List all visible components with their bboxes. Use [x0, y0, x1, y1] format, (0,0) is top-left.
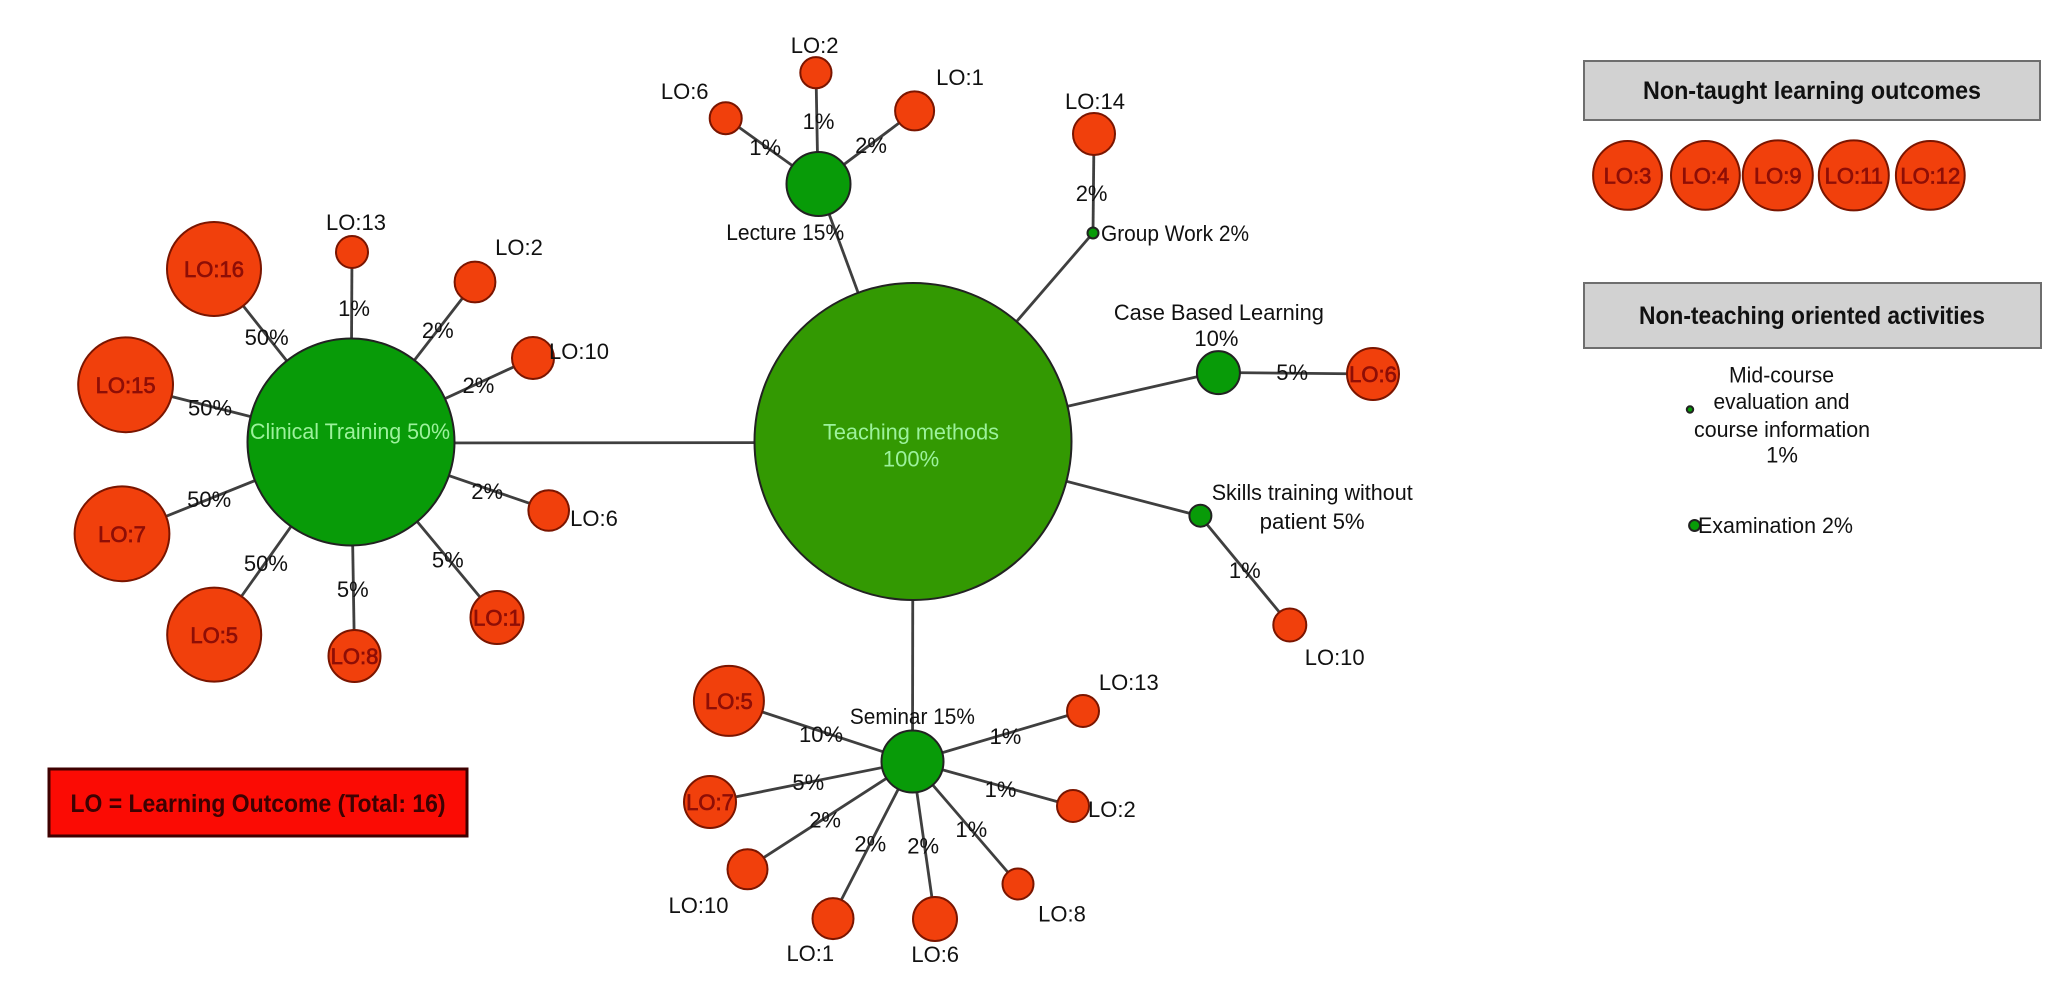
svg-text:1%: 1%: [955, 817, 987, 842]
svg-text:LO:1: LO:1: [473, 606, 521, 631]
svg-text:LO:10: LO:10: [549, 339, 609, 364]
svg-text:Skills training without: Skills training without: [1212, 480, 1413, 505]
svg-text:2%: 2%: [854, 832, 886, 857]
svg-text:LO = Learning Outcome (Total:: LO = Learning Outcome (Total: 16): [71, 790, 446, 818]
svg-text:1%: 1%: [990, 724, 1022, 749]
svg-text:50%: 50%: [188, 396, 232, 421]
svg-text:LO:6: LO:6: [570, 506, 618, 531]
svg-text:LO:8: LO:8: [331, 644, 379, 669]
svg-text:1%: 1%: [1766, 443, 1798, 468]
svg-text:Group Work 2%: Group Work 2%: [1101, 221, 1249, 246]
svg-text:Non-teaching oriented activiti: Non-teaching oriented activities: [1639, 302, 1985, 330]
svg-text:LO:7: LO:7: [686, 790, 734, 815]
svg-text:LO:13: LO:13: [1099, 670, 1159, 695]
svg-text:LO:8: LO:8: [1038, 902, 1086, 927]
svg-text:LO:12: LO:12: [1900, 163, 1960, 188]
svg-text:LO:16: LO:16: [184, 257, 244, 282]
svg-text:2%: 2%: [1076, 181, 1108, 206]
svg-text:5%: 5%: [432, 548, 464, 573]
svg-text:patient 5%: patient 5%: [1260, 509, 1365, 534]
svg-text:LO:10: LO:10: [669, 893, 729, 918]
svg-text:1%: 1%: [1229, 558, 1261, 583]
svg-text:1%: 1%: [985, 777, 1017, 802]
svg-text:Seminar 15%: Seminar 15%: [850, 704, 975, 729]
svg-text:LO:2: LO:2: [495, 235, 543, 260]
svg-text:LO:6: LO:6: [661, 79, 709, 104]
svg-text:50%: 50%: [245, 325, 289, 350]
svg-text:50%: 50%: [187, 487, 231, 512]
svg-text:10%: 10%: [1194, 326, 1238, 351]
svg-text:Clinical Training 50%: Clinical Training 50%: [250, 419, 450, 444]
svg-text:2%: 2%: [907, 834, 939, 859]
svg-text:LO:1: LO:1: [936, 65, 984, 90]
svg-text:LO:14: LO:14: [1065, 89, 1125, 114]
svg-text:LO:5: LO:5: [190, 623, 238, 648]
svg-text:LO:2: LO:2: [791, 33, 839, 58]
svg-text:LO:6: LO:6: [1349, 362, 1397, 387]
svg-text:LO:2: LO:2: [1088, 797, 1136, 822]
svg-text:1%: 1%: [803, 109, 835, 134]
svg-text:100%: 100%: [883, 446, 939, 471]
svg-text:2%: 2%: [463, 373, 495, 398]
svg-text:5%: 5%: [1276, 360, 1308, 385]
svg-text:2%: 2%: [471, 479, 503, 504]
svg-text:LO:4: LO:4: [1682, 163, 1730, 188]
svg-text:LO:3: LO:3: [1604, 163, 1652, 188]
svg-text:Case Based Learning: Case Based Learning: [1114, 300, 1324, 325]
svg-text:LO:1: LO:1: [786, 941, 834, 966]
svg-text:LO:6: LO:6: [911, 942, 959, 967]
svg-text:Mid-course: Mid-course: [1729, 362, 1834, 387]
svg-text:LO:15: LO:15: [96, 373, 156, 398]
svg-text:Lecture 15%: Lecture 15%: [726, 220, 844, 245]
svg-text:course information: course information: [1694, 417, 1870, 442]
svg-text:2%: 2%: [809, 808, 841, 833]
svg-text:Non-taught learning outcomes: Non-taught learning outcomes: [1643, 77, 1981, 105]
svg-text:2%: 2%: [422, 318, 454, 343]
svg-text:Teaching methods: Teaching methods: [823, 420, 999, 445]
svg-text:5%: 5%: [792, 770, 824, 795]
svg-text:evaluation and: evaluation and: [1714, 389, 1850, 414]
svg-text:LO:11: LO:11: [1825, 163, 1883, 188]
svg-text:1%: 1%: [338, 296, 370, 321]
svg-text:1%: 1%: [749, 135, 781, 160]
svg-text:2%: 2%: [855, 133, 887, 158]
svg-text:LO:5: LO:5: [705, 689, 753, 714]
svg-text:LO:7: LO:7: [98, 522, 146, 547]
svg-text:10%: 10%: [799, 722, 843, 747]
svg-text:LO:9: LO:9: [1754, 163, 1802, 188]
svg-text:50%: 50%: [244, 551, 288, 576]
svg-text:5%: 5%: [337, 577, 369, 602]
svg-text:LO:13: LO:13: [326, 210, 386, 235]
svg-text:Examination 2%: Examination 2%: [1698, 513, 1853, 538]
svg-text:LO:10: LO:10: [1305, 645, 1365, 670]
